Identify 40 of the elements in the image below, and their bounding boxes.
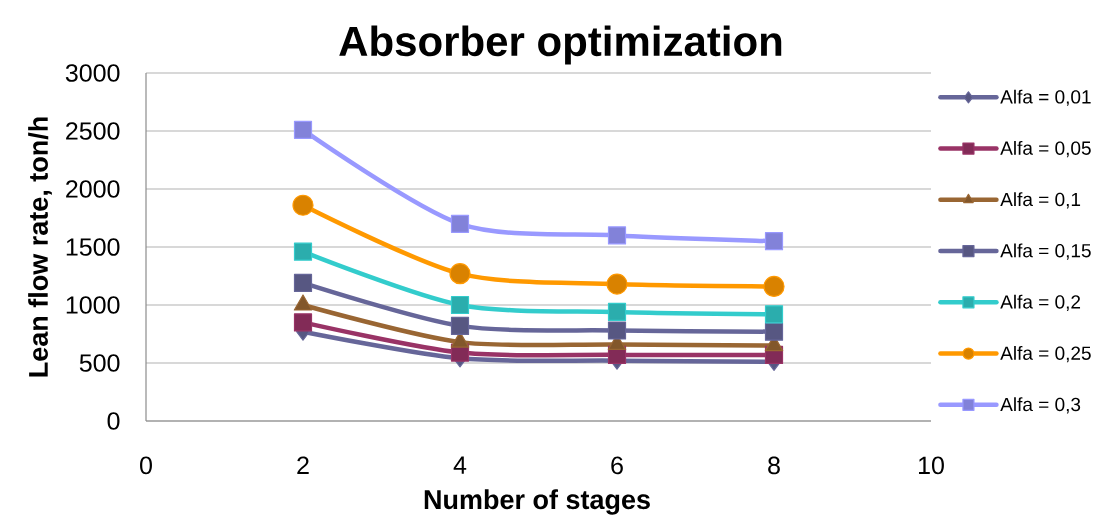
point <box>606 273 628 295</box>
point <box>449 263 471 285</box>
y-tick-label: 500 <box>79 354 120 372</box>
point <box>293 242 313 261</box>
legend-label: Alfa = 0,15 <box>1000 243 1091 260</box>
x-tick-label: 0 <box>140 456 152 475</box>
point <box>450 214 470 233</box>
point <box>764 322 784 341</box>
x-tick-label: 10 <box>919 456 944 475</box>
legend-label: Alfa = 0,25 <box>1000 345 1091 363</box>
legend-label: Alfa = 0,05 <box>1000 140 1091 158</box>
x-axis-title: Number of stages <box>424 489 650 515</box>
y-tick-label: 2000 <box>66 180 120 198</box>
x-tick-label: 6 <box>611 456 623 475</box>
legend-label: Alfa = 0,2 <box>1000 294 1081 311</box>
point <box>607 226 627 245</box>
point <box>293 273 313 293</box>
point <box>292 194 314 216</box>
point <box>293 120 313 139</box>
x-tick-label: 4 <box>453 456 467 474</box>
legend-label: Alfa = 0,3 <box>1000 397 1081 414</box>
point <box>607 321 627 340</box>
y-tick-label: 0 <box>107 412 120 430</box>
y-axis-title: Lean flow rate, ton/h <box>28 117 52 377</box>
y-tick-label: 3000 <box>65 64 120 82</box>
y-tick-label: 1500 <box>66 238 120 256</box>
legend-label: Alfa = 0,01 <box>1000 89 1091 106</box>
point <box>293 313 313 332</box>
point <box>764 232 784 251</box>
point <box>450 295 470 315</box>
x-tick-label: 2 <box>297 456 309 474</box>
y-tick-label: 2500 <box>66 122 120 140</box>
legend-label: Alfa = 0,1 <box>1000 192 1081 209</box>
x-tick-label: 8 <box>768 456 780 475</box>
point <box>607 302 627 322</box>
point <box>763 275 785 298</box>
y-tick-label: 1000 <box>66 296 120 314</box>
chart-title: Absorber optimization <box>339 25 782 65</box>
point <box>764 305 784 324</box>
point <box>450 316 470 335</box>
